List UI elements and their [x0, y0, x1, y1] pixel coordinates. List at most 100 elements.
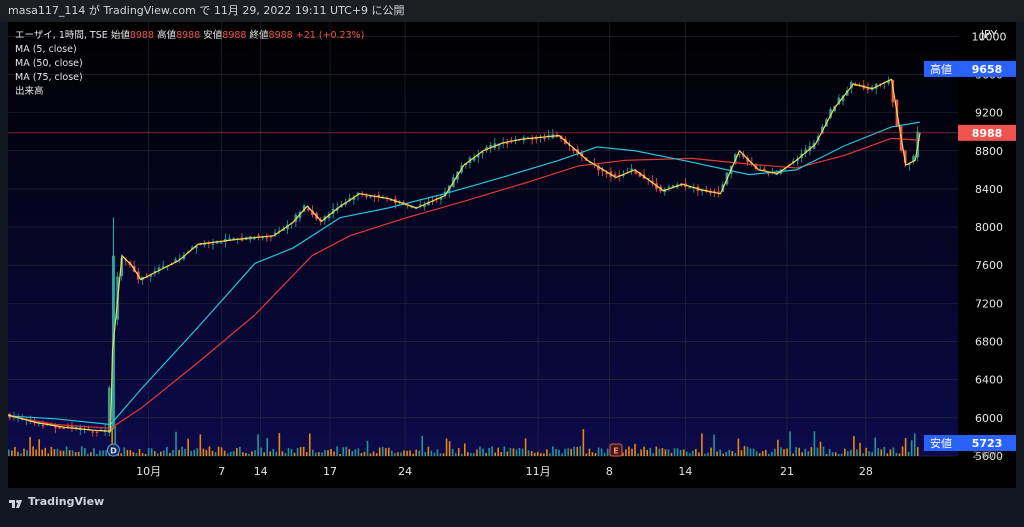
- high-value-box: [958, 60, 1016, 77]
- volume-bar: [509, 447, 512, 456]
- legend-ma5[interactable]: MA (5, close): [15, 44, 77, 55]
- volume-bar: [50, 446, 53, 456]
- volume-bar: [278, 433, 281, 456]
- candle-body: [489, 144, 492, 149]
- volume-bar: [476, 449, 478, 456]
- legend-ma50[interactable]: MA (50, close): [15, 58, 83, 69]
- candle-body: [841, 95, 845, 102]
- chart-frame: 5600 6000 6400 6800 7200 7600 8000 8400 8800 9200…: [7, 22, 1016, 488]
- price-change: +21 (+0.23%): [295, 30, 365, 41]
- price-chart[interactable]: 5600 6000 6400 6800 7200 7600 8000 8400 8800 9200…: [7, 22, 1016, 488]
- volume-bar: [302, 446, 305, 456]
- volume-bar: [11, 450, 13, 456]
- time-axis-panel[interactable]: [8, 456, 958, 488]
- ohlc-low-label: 安値: [203, 30, 223, 41]
- volume-bar: [643, 446, 645, 456]
- volume-bar: [305, 452, 308, 456]
- candle-body: [580, 152, 584, 157]
- volume-bar: [728, 449, 731, 456]
- ohlc-low-value: 8988: [222, 30, 247, 41]
- volume-bar: [415, 449, 417, 456]
- candle-body: [671, 185, 675, 188]
- volume-bar: [226, 453, 229, 456]
- candle-body: [195, 245, 198, 249]
- volume-bar: [667, 449, 670, 456]
- volume-bar: [698, 452, 700, 456]
- volume-bar: [293, 452, 296, 456]
- volume-bar: [603, 452, 606, 456]
- volume-bar: [8, 449, 10, 456]
- plot-area[interactable]: [8, 22, 958, 456]
- candle-body: [418, 204, 422, 206]
- volume-bar: [710, 447, 712, 456]
- volume-bar: [807, 451, 810, 456]
- legend-volume[interactable]: 出来高: [15, 86, 44, 97]
- volume-bar: [670, 452, 673, 456]
- dividend-marker-icon[interactable]: [106, 443, 120, 457]
- volume-bar: [460, 453, 463, 456]
- volume-bar: [324, 450, 326, 456]
- legend-symbol-row: エーザイ, 1時間, TSE 始値8988 高値8988 安値8988 終値89…: [15, 29, 364, 43]
- candle-body: [402, 202, 405, 204]
- volume-bar: [810, 447, 813, 456]
- volume-bar: [20, 453, 22, 456]
- candle-body: [638, 172, 642, 177]
- volume-bar: [600, 448, 603, 456]
- volume-bar: [150, 448, 153, 456]
- volume-bar: [290, 449, 293, 456]
- publish-info-bar: masa117_114 が TradingView.com で 11月 29, …: [0, 0, 1024, 22]
- x-tick-label: 28: [859, 465, 873, 478]
- volume-bar: [239, 446, 241, 456]
- volume-bar: [32, 446, 34, 456]
- volume-bar: [330, 449, 332, 456]
- candle-body: [746, 157, 749, 163]
- volume-bar: [868, 451, 870, 456]
- volume-bar: [688, 453, 691, 456]
- candle-body: [850, 82, 853, 89]
- volume-bar: [682, 449, 685, 456]
- volume-bar: [591, 452, 594, 456]
- candle-body: [311, 210, 314, 216]
- candle-body: [601, 169, 604, 172]
- candle-body: [203, 243, 206, 245]
- candle-body: [174, 259, 177, 263]
- volume-bar: [573, 446, 576, 456]
- volume-bar: [245, 452, 247, 456]
- volume-bar: [786, 448, 788, 456]
- volume-bar: [248, 453, 250, 456]
- earnings-marker-icon[interactable]: [609, 443, 623, 457]
- volume-bar: [47, 453, 50, 456]
- volume-bar: [546, 449, 548, 456]
- legend-ma75[interactable]: MA (75, close): [15, 72, 83, 83]
- volume-bar: [871, 451, 873, 456]
- candle-body: [269, 236, 273, 238]
- footer-bar: TradingView: [0, 488, 1024, 516]
- volume-bar: [363, 451, 366, 456]
- volume-bar: [445, 438, 448, 456]
- candle-body: [505, 142, 509, 144]
- volume-bar: [731, 451, 734, 456]
- candle-body: [410, 206, 414, 208]
- volume-bar: [789, 431, 791, 456]
- footer-brand[interactable]: TradingView: [28, 495, 105, 508]
- volume-bar: [877, 448, 880, 456]
- candle-body: [597, 165, 600, 171]
- volume-bar: [68, 450, 71, 456]
- earnings-marker-label: E: [613, 447, 618, 456]
- volume-bar: [321, 452, 323, 456]
- volume-bar: [713, 434, 715, 456]
- volume-bar: [144, 453, 147, 456]
- volume-bar: [141, 453, 144, 456]
- volume-bar: [564, 448, 566, 456]
- candle-body: [605, 172, 609, 175]
- candle-body: [261, 237, 264, 239]
- candle-body: [282, 228, 285, 231]
- volume-bar: [673, 448, 676, 456]
- volume-bar: [236, 448, 238, 456]
- volume-bar: [901, 446, 904, 456]
- volume-bar: [707, 452, 709, 456]
- price-axis-panel[interactable]: [958, 22, 1016, 488]
- volume-bar: [65, 446, 68, 456]
- volume-bar: [105, 450, 107, 456]
- volume-bar: [187, 438, 189, 456]
